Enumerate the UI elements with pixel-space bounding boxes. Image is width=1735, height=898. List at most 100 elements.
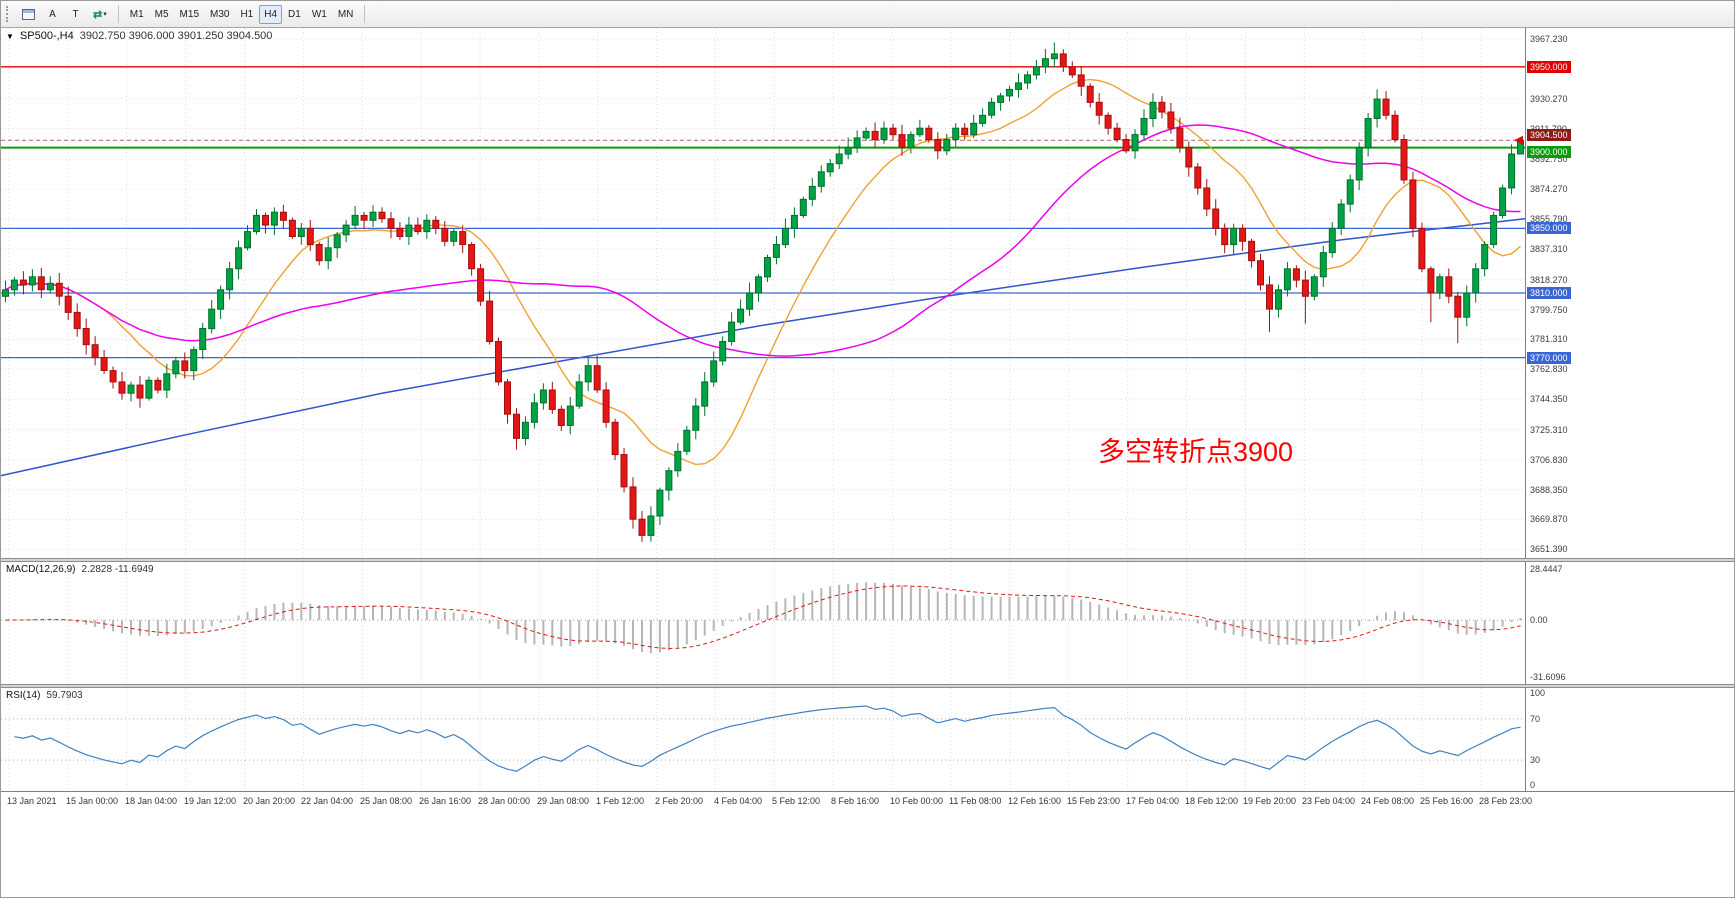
chart-window-icon	[22, 8, 35, 20]
candle-body	[360, 214, 368, 221]
candle-body	[91, 344, 99, 359]
macd-signal-line	[5, 585, 1521, 650]
candle-body	[1436, 276, 1444, 294]
candle-body	[1015, 82, 1022, 90]
candle-body	[1490, 214, 1498, 245]
candle-body	[208, 308, 216, 330]
panel-splitter-2[interactable]	[1, 684, 1734, 688]
candle-body	[504, 381, 511, 415]
candle-body	[1418, 227, 1426, 270]
chart-window-button[interactable]	[17, 5, 40, 24]
candle-body	[10, 279, 18, 291]
rsi-panel[interactable]: 100 70 30 0 RSI(14) 59.7903	[1, 688, 1734, 791]
candle-body	[1248, 240, 1256, 262]
candle-body	[602, 389, 610, 423]
toolbar-grip[interactable]	[6, 6, 11, 22]
indicators-dropdown-button[interactable]: ⇄ ▾	[88, 5, 112, 24]
text-tool-button[interactable]: T	[65, 5, 86, 24]
chart-title: ▼ SP500-,H4 3902.750 3906.000 3901.250 3…	[6, 30, 272, 42]
candle-body	[1194, 166, 1202, 189]
level-price-badge: 3850.000	[1527, 222, 1571, 234]
time-label: 2 Feb 20:00	[655, 796, 704, 806]
candle-body	[163, 373, 171, 391]
candle-body	[1292, 268, 1300, 281]
candle-body	[405, 224, 413, 237]
macd-panel[interactable]: 28.4447 0.00 -31.6096 MACD(12,26,9) 2.2828…	[1, 562, 1734, 684]
timeframe-button-h1[interactable]: H1	[235, 5, 258, 24]
candle-body	[1239, 227, 1247, 242]
time-label: 10 Feb 00:00	[890, 796, 944, 806]
price-tick-label: 3669.870	[1530, 514, 1568, 524]
price-chart-panel[interactable]: 多空转折点3900 3967.2303930.2703911.7903892.7…	[1, 28, 1734, 558]
candle-body	[593, 365, 601, 391]
candle-body	[190, 349, 198, 372]
time-label: 28 Jan 00:00	[478, 796, 531, 806]
price-tick-label: 3967.230	[1530, 34, 1568, 44]
panel-splitter[interactable]	[1, 558, 1734, 562]
time-label: 25 Jan 08:00	[360, 796, 413, 806]
candle-body	[333, 234, 341, 249]
candle-body	[73, 311, 81, 330]
timeframe-button-h4[interactable]: H4	[259, 4, 283, 24]
candle-body	[1212, 208, 1220, 229]
time-label: 29 Jan 08:00	[537, 796, 590, 806]
time-label: 15 Jan 00:00	[66, 796, 119, 806]
timeframe-button-m30[interactable]: M30	[205, 5, 234, 24]
candle-body	[513, 413, 520, 439]
timeframe-button-w1[interactable]: W1	[307, 5, 332, 24]
candle-body	[692, 405, 700, 431]
ma-medium-line	[5, 124, 1521, 357]
candle-body	[566, 405, 574, 427]
rsi-axis-100: 100	[1530, 688, 1546, 698]
timeframe-button-m1[interactable]: M1	[125, 5, 149, 24]
candle-body	[432, 219, 440, 229]
candle-body	[764, 257, 771, 278]
candle-body	[1346, 179, 1354, 205]
candle-body	[1319, 252, 1327, 278]
candle-body	[1176, 127, 1184, 149]
candle-body	[145, 379, 153, 399]
annotation-text: 多空转折点3900	[1098, 437, 1293, 467]
collapse-triangle-icon[interactable]: ▼	[6, 32, 14, 41]
timeframe-button-m15[interactable]: M15	[175, 5, 204, 24]
price-tick-label: 3725.310	[1530, 425, 1568, 435]
timeframe-button-mn[interactable]: MN	[333, 5, 359, 24]
candle-body	[154, 379, 162, 391]
candle-body	[199, 328, 207, 350]
annotation-a-button[interactable]: A	[42, 5, 63, 24]
candle-body	[37, 276, 45, 291]
time-label: 25 Feb 16:00	[1420, 796, 1474, 806]
candle-body	[279, 211, 287, 221]
candle-body	[1131, 134, 1139, 152]
candle-body	[755, 276, 762, 294]
candle-body	[1472, 268, 1480, 294]
macd-axis-max: 28.4447	[1530, 564, 1563, 574]
candle-body	[808, 185, 816, 200]
candle-body	[1113, 127, 1121, 140]
caret-down-icon: ▾	[103, 11, 107, 18]
candlestick-chart[interactable]: 多空转折点3900	[1, 28, 1525, 558]
time-label: 8 Feb 16:00	[831, 796, 880, 806]
candle-body	[1310, 276, 1318, 297]
rsi-line	[14, 705, 1521, 772]
candle-body	[925, 127, 933, 140]
candle-body	[1266, 284, 1273, 310]
candle-body	[315, 244, 323, 262]
candle-body	[235, 247, 243, 270]
candle-body	[629, 486, 637, 520]
ma-fast-line	[5, 78, 1521, 466]
candle-body	[1185, 147, 1193, 168]
candle-body	[297, 227, 305, 237]
candle-body	[889, 127, 897, 136]
macd-chart	[1, 562, 1525, 684]
candle-body	[530, 402, 538, 423]
price-axis: 3967.2303930.2703911.7903892.7503874.270…	[1525, 28, 1734, 558]
candle-body	[620, 454, 628, 488]
level-price-badge: 3770.000	[1527, 352, 1571, 364]
timeframe-button-m5[interactable]: M5	[150, 5, 174, 24]
current-price-arrow-icon	[1514, 135, 1523, 145]
candle-body	[217, 289, 225, 310]
timeframe-button-d1[interactable]: D1	[283, 5, 306, 24]
candle-body	[324, 247, 332, 262]
level-price-badge: 3900.000	[1527, 146, 1571, 158]
